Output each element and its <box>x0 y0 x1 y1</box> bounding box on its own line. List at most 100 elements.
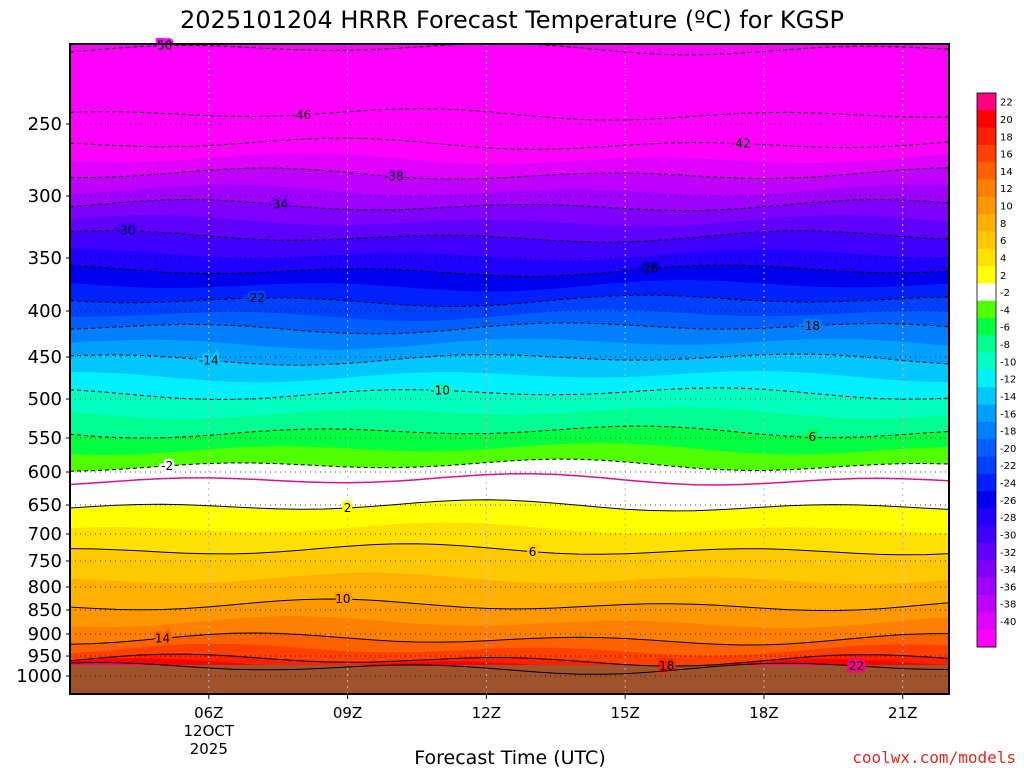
x-tick-label: 21Z <box>888 704 917 722</box>
colorbar-label: 2 <box>1000 271 1006 282</box>
y-tick-label: 250 <box>28 114 62 135</box>
colorbar-label: -14 <box>1000 392 1016 403</box>
y-tick-label: 950 <box>28 646 62 667</box>
colorbar-label: -36 <box>1000 582 1016 593</box>
colorbar-swatch <box>977 560 996 579</box>
colorbar-swatch <box>977 179 996 198</box>
colorbar-swatch <box>977 144 996 163</box>
isotherm-label: -10 <box>430 383 450 397</box>
colorbar-label: -2 <box>1000 288 1010 299</box>
isotherm-line <box>70 499 949 512</box>
colorbar-swatch <box>977 439 996 458</box>
colorbar-label: -12 <box>1000 375 1016 386</box>
colorbar-swatch <box>977 110 996 129</box>
plot-frame <box>69 43 950 695</box>
y-tick-label: 600 <box>28 462 62 483</box>
y-tick-label: 800 <box>28 577 62 598</box>
colorbar-swatch <box>977 577 996 596</box>
colorbar-label: -10 <box>1000 357 1016 368</box>
isotherm-label: -2 <box>161 459 173 473</box>
colorbar-label: -8 <box>1000 340 1010 351</box>
isotherm-layer: -50-46-42-38-34-30-26-22-18-14-10-6-2261… <box>70 36 949 676</box>
plot-area <box>70 44 949 694</box>
x-axis-title: Forecast Time (UTC) <box>414 747 605 768</box>
colorbar-label: 10 <box>1000 202 1013 213</box>
y-tick-label: 700 <box>28 524 62 545</box>
colorbar-swatch <box>977 612 996 631</box>
x-tick-label: 12Z <box>472 704 501 722</box>
colorbar-label: 12 <box>1000 184 1013 195</box>
site-credit[interactable]: coolwx.com/models <box>852 748 1016 767</box>
temperature-fill <box>70 44 949 694</box>
colorbar-swatch <box>977 404 996 423</box>
isotherm-label: 22 <box>849 659 864 673</box>
isotherm-line <box>70 661 949 675</box>
colorbar-swatch <box>977 127 996 146</box>
colorbar-swatch <box>977 491 996 509</box>
colorbar-label: 8 <box>1000 219 1006 230</box>
x-tick-label: 06Z <box>194 704 223 722</box>
y-tick-label: 750 <box>28 551 62 572</box>
colorbar-label: 14 <box>1000 167 1013 178</box>
colorbar-swatch <box>977 352 996 371</box>
colorbar-swatch <box>977 629 996 648</box>
colorbar: 22 20 18 16 14 12 10 8 6 4 2 -2 -4 -6 -8 -10 -12 -14 -16 -1… <box>976 92 1016 648</box>
colorbar-swatch <box>977 318 996 336</box>
colorbar-frame <box>976 92 997 648</box>
isotherm-label: -22 <box>245 291 265 305</box>
colorbar-label: 20 <box>1000 115 1013 126</box>
colorbar-label: -34 <box>1000 565 1016 576</box>
isotherm-label: -38 <box>384 170 404 184</box>
colorbar-label: 18 <box>1000 132 1013 143</box>
isotherm-label: -26 <box>638 262 658 276</box>
isotherm-label: -42 <box>731 136 751 150</box>
isotherm-label: 6 <box>529 545 537 559</box>
isotherm-label: 2 <box>344 501 352 515</box>
colorbar-label: 4 <box>1000 253 1006 264</box>
y-tick-label: 400 <box>28 301 62 322</box>
x-tick-label: 09Z <box>333 704 362 722</box>
isotherm-label: -30 <box>116 224 136 238</box>
colorbar-label: -26 <box>1000 496 1016 507</box>
colorbar-swatch <box>977 525 996 544</box>
colorbar-swatch <box>977 162 996 181</box>
y-tick-label: 500 <box>28 389 62 410</box>
colorbar-label: -22 <box>1000 461 1016 472</box>
colorbar-swatch <box>977 508 996 527</box>
colorbar-swatch <box>977 473 996 492</box>
colorbar-label: 16 <box>1000 150 1013 161</box>
colorbar-label: -32 <box>1000 548 1016 559</box>
colorbar-swatch <box>977 231 996 250</box>
colorbar-label: -20 <box>1000 444 1016 455</box>
colorbar-swatch <box>977 196 996 215</box>
chart-title: 2025101204 HRRR Forecast Temperature (ºC… <box>180 6 844 34</box>
y-tick-label: 550 <box>28 428 62 449</box>
y-tick-label: 300 <box>28 186 62 207</box>
colorbar-label: -38 <box>1000 600 1016 611</box>
colorbar-swatch <box>977 283 996 302</box>
colorbar-label: 6 <box>1000 236 1006 247</box>
x-tick-label: 18Z <box>749 704 778 722</box>
colorbar-label: -40 <box>1000 617 1016 628</box>
colorbar-swatch <box>977 266 996 284</box>
y-tick-label: 900 <box>28 624 62 645</box>
isotherm-label: 14 <box>155 631 170 645</box>
colorbar-swatch <box>977 335 996 354</box>
isotherm-label: -14 <box>199 353 219 367</box>
x-tick-sublabel: 2025 <box>190 740 228 758</box>
freezing-line <box>70 472 949 486</box>
isotherm-label: -34 <box>268 198 288 212</box>
colorbar-label: -30 <box>1000 530 1016 541</box>
x-tick-label: 15Z <box>610 704 639 722</box>
y-tick-label: 650 <box>28 495 62 516</box>
isotherm-label: -6 <box>804 430 816 444</box>
colorbar-label: -28 <box>1000 513 1016 524</box>
colorbar-label: -4 <box>1000 305 1010 316</box>
colorbar-swatch <box>977 300 996 319</box>
colorbar-label: -16 <box>1000 409 1016 420</box>
ground-surface <box>70 665 949 694</box>
y-tick-label: 350 <box>28 248 62 269</box>
colorbar-swatch <box>977 595 996 613</box>
colorbar-label: 22 <box>1000 98 1013 109</box>
